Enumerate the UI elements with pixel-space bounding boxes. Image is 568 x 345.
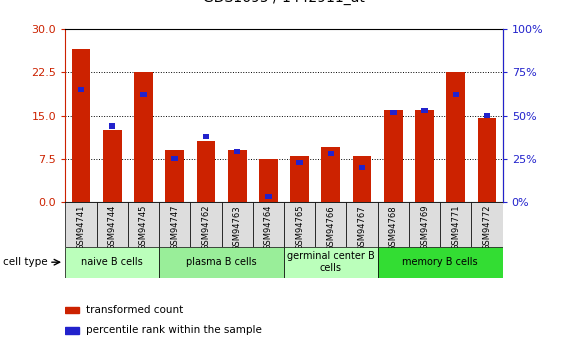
Bar — [109, 123, 115, 128]
Bar — [378, 202, 409, 247]
Text: percentile rank within the sample: percentile rank within the sample — [86, 325, 262, 335]
Text: GSM94744: GSM94744 — [108, 205, 116, 250]
Bar — [346, 202, 378, 247]
Text: GSM94771: GSM94771 — [452, 205, 460, 250]
Bar — [72, 49, 90, 202]
Bar — [253, 202, 284, 247]
Bar — [234, 149, 240, 155]
Bar — [378, 247, 503, 278]
Bar — [140, 92, 147, 97]
Bar — [103, 130, 122, 202]
Text: GSM94764: GSM94764 — [264, 205, 273, 250]
Bar — [421, 108, 428, 113]
Bar — [478, 118, 496, 202]
Text: GDS1695 / 1442911_at: GDS1695 / 1442911_at — [203, 0, 365, 5]
Bar — [222, 202, 253, 247]
Bar — [190, 202, 222, 247]
Bar — [228, 150, 247, 202]
Bar — [159, 247, 284, 278]
Bar — [265, 194, 272, 199]
Bar — [259, 159, 278, 202]
Bar — [284, 202, 315, 247]
Text: GSM94768: GSM94768 — [389, 205, 398, 250]
Bar — [359, 165, 365, 170]
Bar — [290, 156, 309, 202]
Bar — [384, 110, 403, 202]
Text: GSM94769: GSM94769 — [420, 205, 429, 250]
Text: GSM94747: GSM94747 — [170, 205, 179, 250]
Text: cell type: cell type — [3, 257, 48, 267]
Bar — [328, 151, 334, 156]
Bar — [203, 134, 209, 139]
Bar — [78, 87, 84, 92]
Bar — [453, 92, 459, 97]
Text: GSM94767: GSM94767 — [358, 205, 366, 250]
Bar — [353, 156, 371, 202]
Bar — [128, 202, 159, 247]
Text: GSM94772: GSM94772 — [483, 205, 491, 250]
Bar — [296, 159, 303, 165]
Bar — [446, 72, 465, 202]
Bar — [159, 202, 190, 247]
Bar — [65, 307, 79, 313]
Bar — [484, 113, 490, 118]
Bar — [197, 141, 215, 202]
Bar — [471, 202, 503, 247]
Bar — [65, 247, 159, 278]
Bar — [409, 202, 440, 247]
Text: GSM94766: GSM94766 — [327, 205, 335, 250]
Bar — [172, 156, 178, 161]
Text: plasma B cells: plasma B cells — [186, 257, 257, 267]
Bar — [65, 327, 79, 334]
Bar — [134, 72, 153, 202]
Bar — [284, 247, 378, 278]
Text: transformed count: transformed count — [86, 305, 183, 315]
Bar — [315, 202, 346, 247]
Bar — [65, 202, 97, 247]
Text: GSM94765: GSM94765 — [295, 205, 304, 250]
Bar — [97, 202, 128, 247]
Text: memory B cells: memory B cells — [402, 257, 478, 267]
Text: GSM94763: GSM94763 — [233, 205, 241, 250]
Text: germinal center B
cells: germinal center B cells — [287, 252, 375, 273]
Text: GSM94762: GSM94762 — [202, 205, 210, 250]
Bar — [415, 110, 434, 202]
Bar — [390, 110, 396, 115]
Text: GSM94741: GSM94741 — [77, 205, 85, 250]
Text: naive B cells: naive B cells — [81, 257, 143, 267]
Bar — [165, 150, 184, 202]
Bar — [321, 147, 340, 202]
Bar — [440, 202, 471, 247]
Text: GSM94745: GSM94745 — [139, 205, 148, 250]
